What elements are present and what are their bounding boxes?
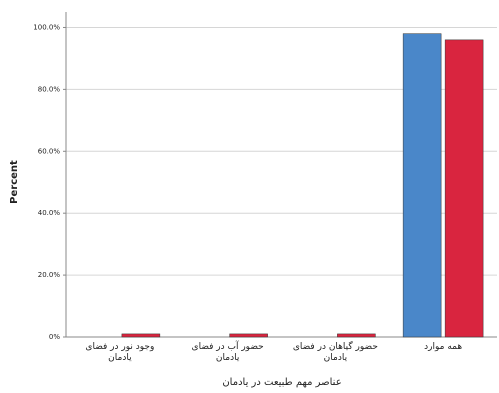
y-tick-label: 100.0% [33,23,60,31]
x-tick-label: حضور آب در فضای یادمان [191,342,264,363]
y-tick-label: 80.0% [38,85,61,93]
y-tick-label: 20.0% [38,271,61,279]
y-axis-label: Percent [9,160,20,204]
bar [337,333,376,338]
bar [444,39,484,338]
x-tick-label: همه موارد [424,342,463,352]
x-tick-label: حضور گیاهان در فضای یادمان [292,342,378,363]
bar [121,333,161,338]
bar [229,333,268,338]
x-tick-label: وجود نور در فضای یادمان [85,342,155,363]
y-tick-label: 0% [49,333,60,341]
y-tick-label: 60.0% [38,147,61,155]
bar [402,33,442,338]
y-tick-label: 40.0% [38,209,61,217]
x-axis-label: عناصر مهم طبیعت در یادمان [222,377,341,388]
